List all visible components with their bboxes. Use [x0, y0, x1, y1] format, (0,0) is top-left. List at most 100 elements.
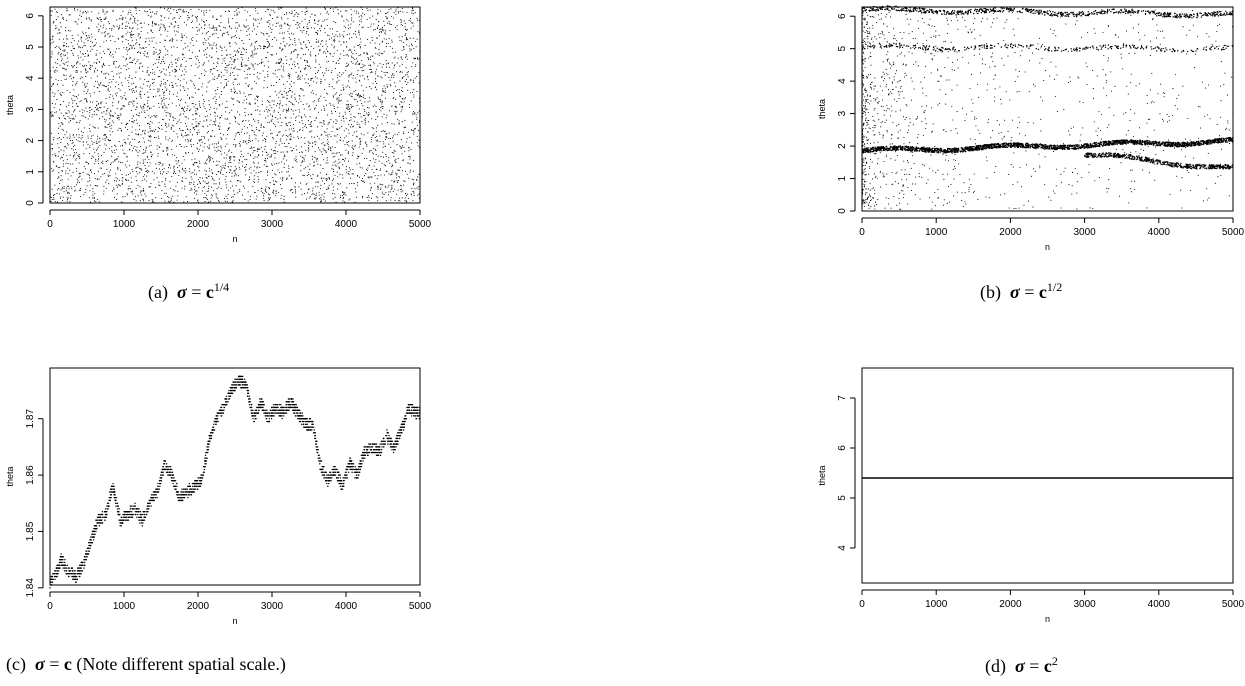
data-point [396, 29, 398, 31]
data-point [303, 41, 305, 43]
data-point [170, 187, 172, 189]
data-point [211, 172, 213, 174]
data-point [91, 140, 93, 142]
data-point [234, 146, 236, 148]
data-point [280, 138, 282, 140]
data-point [123, 105, 125, 107]
data-point [98, 109, 100, 111]
data-point [414, 57, 416, 59]
data-point [310, 27, 313, 29]
data-point [64, 146, 66, 148]
data-point [162, 24, 164, 26]
data-point [378, 31, 381, 33]
data-point [148, 186, 150, 188]
data-point [275, 150, 277, 152]
data-point [219, 25, 221, 27]
data-point [281, 50, 283, 52]
data-point [416, 116, 418, 118]
data-point [96, 108, 98, 110]
data-point [113, 189, 115, 191]
data-point [230, 169, 232, 171]
data-point [102, 173, 104, 175]
data-point [180, 8, 182, 10]
data-point [214, 143, 216, 145]
data-point [117, 168, 119, 170]
data-point [125, 65, 127, 67]
data-point [395, 85, 397, 87]
data-point [233, 175, 236, 177]
data-point [295, 156, 297, 158]
data-point [79, 110, 81, 112]
data-point [245, 166, 247, 168]
data-point [192, 103, 194, 105]
data-point [342, 34, 344, 36]
data-point [180, 121, 182, 124]
data-point [417, 112, 419, 114]
data-point [403, 146, 405, 148]
data-point [80, 36, 82, 38]
data-point [296, 161, 298, 163]
data-point [318, 97, 320, 99]
data-point [377, 24, 380, 27]
data-point [177, 59, 179, 62]
data-point [311, 130, 313, 132]
data-point [234, 169, 236, 171]
data-point [233, 87, 235, 89]
data-point [61, 122, 63, 124]
data-point [137, 134, 140, 136]
data-point [83, 33, 85, 35]
data-point [342, 140, 344, 142]
data-point [361, 70, 363, 72]
data-point [117, 37, 119, 39]
data-point [385, 133, 387, 135]
data-point [321, 125, 323, 127]
data-point [96, 59, 98, 61]
data-point [162, 150, 164, 152]
data-point [149, 136, 151, 138]
data-point [407, 89, 409, 91]
data-point [319, 50, 321, 52]
data-point [134, 146, 136, 148]
data-point [76, 23, 78, 25]
data-point [375, 149, 377, 151]
data-point [196, 190, 198, 192]
data-point [359, 143, 361, 146]
data-point [385, 66, 387, 68]
data-point [375, 112, 377, 114]
data-point [277, 69, 279, 71]
data-point [154, 115, 156, 117]
data-point [416, 75, 418, 77]
data-point [354, 58, 356, 60]
data-point [130, 110, 133, 112]
data-point [170, 7, 172, 9]
data-point [161, 106, 163, 108]
data-point [320, 43, 322, 45]
data-point [217, 37, 219, 39]
data-point [93, 127, 95, 129]
data-point [283, 96, 285, 98]
data-point [121, 35, 123, 38]
data-point [136, 133, 138, 136]
data-point [104, 34, 106, 36]
data-point [143, 54, 145, 56]
data-point [363, 109, 365, 111]
data-point [309, 84, 311, 86]
data-point [255, 82, 257, 84]
data-point [373, 127, 375, 129]
data-point [144, 116, 146, 118]
data-point [349, 107, 351, 109]
data-point [234, 156, 236, 158]
data-point [151, 82, 153, 84]
data-point [99, 144, 101, 146]
data-point [52, 84, 54, 86]
data-point [379, 168, 381, 170]
data-point [239, 145, 241, 148]
data-point [58, 137, 60, 139]
data-point [88, 115, 91, 117]
data-point [408, 106, 411, 109]
data-point [149, 8, 151, 11]
data-point [79, 195, 82, 198]
data-point [261, 104, 263, 106]
data-point [217, 197, 219, 200]
